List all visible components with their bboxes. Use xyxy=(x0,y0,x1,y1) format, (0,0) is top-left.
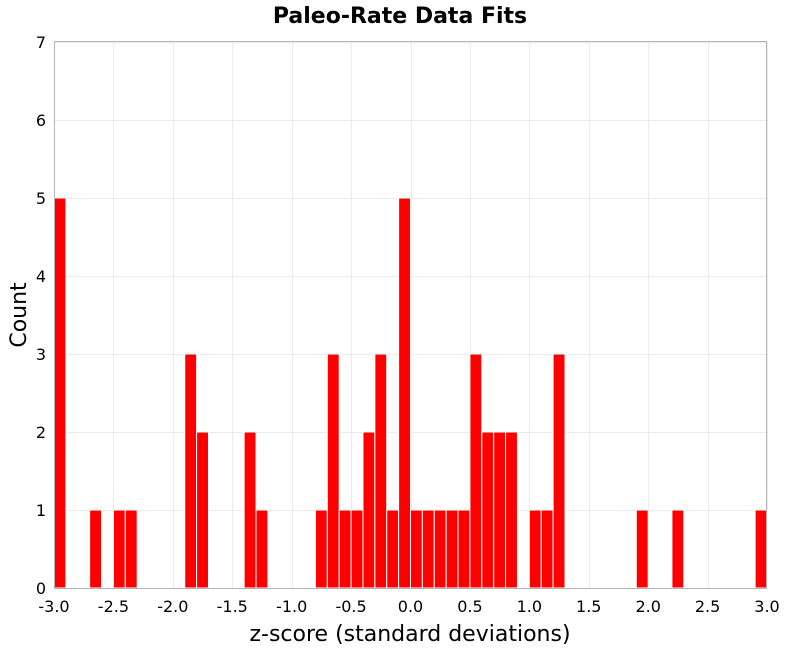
histogram-bar xyxy=(457,509,471,589)
histogram-bar xyxy=(53,197,67,589)
histogram-bar xyxy=(89,509,103,589)
x-tick-label: 2.5 xyxy=(695,597,720,616)
histogram-bar xyxy=(481,431,495,589)
y-axis-label: Count xyxy=(7,282,32,348)
x-axis-ticks: -3.0 -2.5 -2.0 -1.5 -1.0 -0.5 0.0 0.5 1.0 1.5 2.0 2… xyxy=(38,597,779,616)
x-tick-label: -1.0 xyxy=(276,597,307,616)
chart-title: Paleo-Rate Data Fits xyxy=(273,4,527,29)
histogram-bar xyxy=(552,353,566,589)
histogram-bar xyxy=(421,509,435,589)
histogram-bar xyxy=(326,353,340,589)
histogram-bar xyxy=(398,197,411,589)
histogram-bar xyxy=(635,509,649,589)
histogram-bar xyxy=(469,353,483,589)
histogram-bar xyxy=(374,353,388,589)
histogram-bar xyxy=(124,509,138,589)
y-tick-label: 7 xyxy=(36,33,46,52)
histogram-bar xyxy=(410,509,423,589)
histogram-bar xyxy=(445,509,459,589)
histogram-bar xyxy=(540,509,554,589)
y-tick-label: 1 xyxy=(36,501,46,520)
histogram-bar xyxy=(314,509,328,589)
histogram-bar xyxy=(338,509,352,589)
histogram-bar xyxy=(184,353,198,589)
histogram-bar xyxy=(386,509,400,589)
x-tick-label: 3.0 xyxy=(754,597,779,616)
x-tick-label: 1.5 xyxy=(576,597,601,616)
y-tick-label: 6 xyxy=(36,111,46,130)
x-tick-label: 0.0 xyxy=(398,597,423,616)
histogram-bar xyxy=(754,509,768,589)
histogram-bar xyxy=(433,509,447,589)
x-tick-label: -1.5 xyxy=(217,597,248,616)
histogram-bar xyxy=(493,431,507,589)
y-tick-label: 5 xyxy=(36,189,46,208)
x-tick-label: -0.5 xyxy=(335,597,366,616)
histogram-bar xyxy=(528,509,542,589)
histogram-bar xyxy=(505,431,518,589)
x-tick-label: 0.5 xyxy=(457,597,482,616)
plot-frame xyxy=(54,41,767,589)
histogram-bar xyxy=(112,509,126,589)
histogram-bars xyxy=(53,197,768,589)
histogram-bar xyxy=(362,431,376,589)
x-tick-label: 1.0 xyxy=(517,597,542,616)
y-tick-label: 2 xyxy=(36,423,46,442)
y-axis-ticks: 0 1 2 3 4 5 6 7 xyxy=(36,33,46,598)
y-tick-label: 4 xyxy=(36,267,46,286)
x-tick-label: -3.0 xyxy=(38,597,69,616)
histogram-bar xyxy=(243,431,257,589)
histogram-bar xyxy=(350,509,364,589)
histogram-bar xyxy=(671,509,685,589)
y-tick-label: 0 xyxy=(36,579,46,598)
histogram-bar xyxy=(255,509,269,589)
histogram-bar xyxy=(196,431,209,589)
x-axis-label: z-score (standard deviations) xyxy=(249,622,570,647)
x-tick-label: 2.0 xyxy=(635,597,660,616)
x-tick-label: -2.0 xyxy=(157,597,188,616)
y-tick-label: 3 xyxy=(36,345,46,364)
x-tick-label: -2.5 xyxy=(98,597,129,616)
